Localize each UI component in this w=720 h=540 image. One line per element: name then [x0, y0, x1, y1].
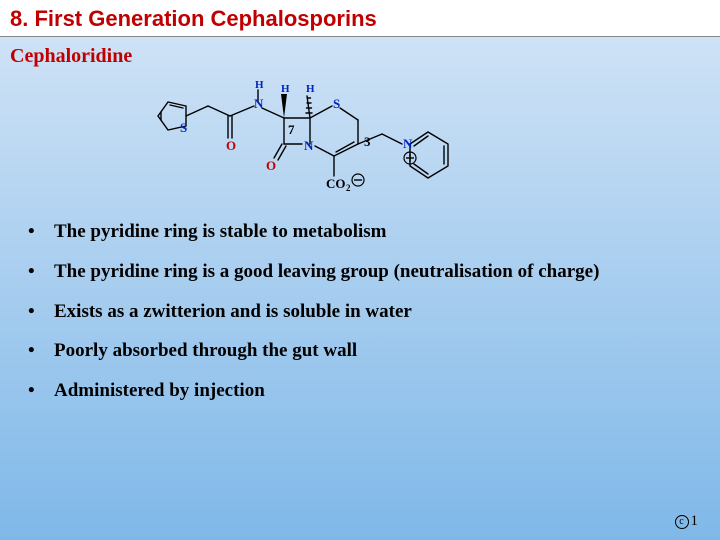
atom-n-pyridinium: N: [403, 136, 413, 151]
copyright-icon: c: [675, 515, 689, 529]
atom-s-thiophene: S: [180, 120, 187, 135]
drug-name: Cephaloridine: [0, 37, 720, 68]
chemical-structure: S N H H H O O S N N CO 2 7 3: [0, 72, 720, 212]
atom-h3: H: [306, 83, 315, 95]
bullet-list: The pyridine ring is stable to metabolis…: [0, 212, 720, 403]
bullet-item: The pyridine ring is stable to metabolis…: [28, 220, 690, 244]
atom-o-carbonyl: O: [226, 138, 236, 153]
position-3: 3: [364, 134, 371, 149]
position-7: 7: [288, 122, 295, 137]
bullet-item: Administered by injection: [28, 379, 690, 403]
page-number: 1: [691, 513, 699, 529]
slide-title: 8. First Generation Cephalosporins: [10, 6, 710, 32]
footer: c1: [675, 513, 699, 530]
atom-h2: H: [281, 83, 290, 95]
header-bar: 8. First Generation Cephalosporins: [0, 0, 720, 37]
bullet-item: Poorly absorbed through the gut wall: [28, 339, 690, 363]
minus-charge-icon: [352, 174, 364, 186]
atom-h1: H: [255, 79, 264, 91]
bullet-item: Exists as a zwitterion and is soluble in…: [28, 300, 690, 324]
atom-n-ring: N: [304, 138, 314, 153]
atom-co2: CO: [326, 176, 346, 191]
bullet-item: The pyridine ring is a good leaving grou…: [28, 260, 690, 284]
atom-n-amide: N: [254, 96, 264, 111]
atom-o-lactam: O: [266, 158, 276, 173]
atom-co2-sub: 2: [346, 183, 351, 193]
atom-s-ring: S: [333, 96, 340, 111]
